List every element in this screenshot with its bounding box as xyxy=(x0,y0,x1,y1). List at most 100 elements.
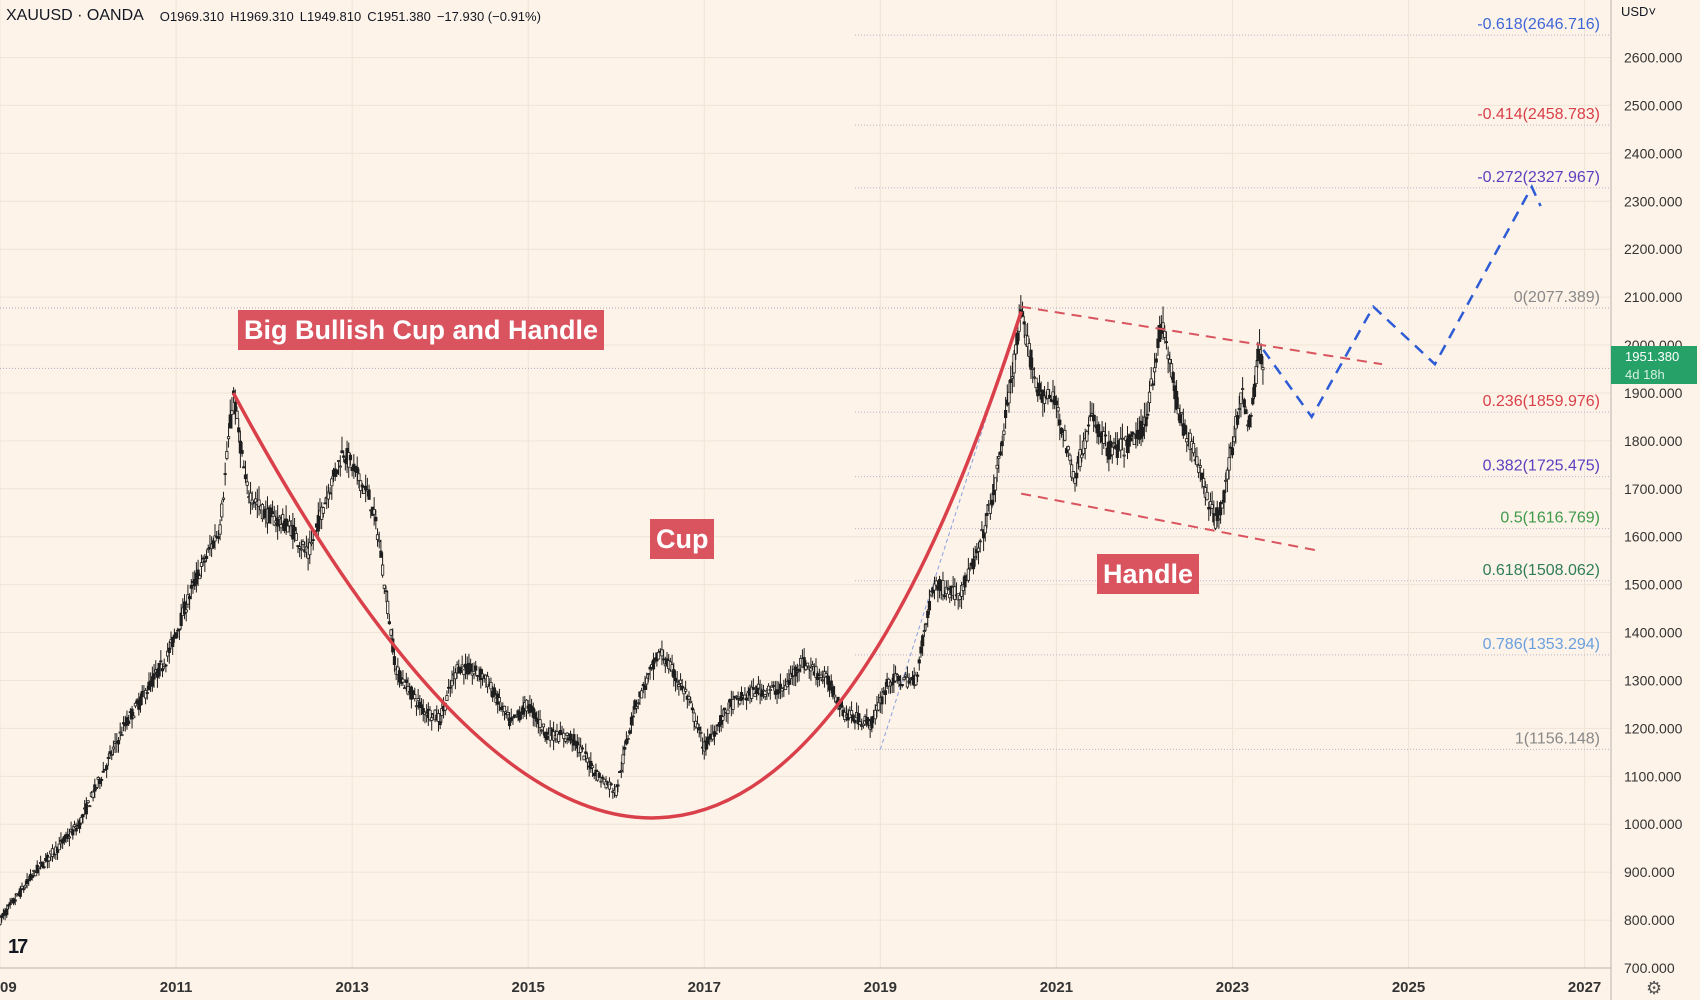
candle-body xyxy=(673,677,678,682)
y-tick-label: 1600.000 xyxy=(1624,529,1683,545)
candle-body xyxy=(286,525,290,533)
y-tick-label: 1100.000 xyxy=(1624,768,1682,784)
fib-level-label: 0.382(1725.475) xyxy=(1483,458,1600,475)
ohlc-close: C1951.380 xyxy=(367,8,431,24)
candle-body xyxy=(384,590,388,593)
candle-body xyxy=(1022,321,1026,325)
candle-body xyxy=(787,679,791,686)
candle-body xyxy=(309,541,314,545)
candle-body xyxy=(662,658,666,661)
candle-body xyxy=(1015,332,1020,345)
candle-body xyxy=(1205,491,1209,501)
candle-body xyxy=(607,781,612,790)
candle-body xyxy=(32,870,36,872)
fib-level-label: 1(1156.148) xyxy=(1515,730,1600,747)
candle-body xyxy=(699,731,703,734)
candle-body xyxy=(902,677,906,681)
x-tick-label: 2023 xyxy=(1216,979,1249,996)
candle-body xyxy=(211,540,215,548)
pattern-title-label[interactable]: Big Bullish Cup and Handle xyxy=(238,310,605,350)
candle-body xyxy=(5,908,9,916)
candle-body xyxy=(853,719,857,724)
symbol-name[interactable]: XAUUSD · OANDA xyxy=(6,7,144,24)
candle-body xyxy=(677,684,681,687)
candle-body xyxy=(1254,365,1258,384)
candle-body xyxy=(518,711,522,721)
candle-body xyxy=(196,569,200,576)
candle-body xyxy=(1163,330,1167,338)
candle-body xyxy=(406,686,410,695)
candle-body xyxy=(1073,477,1077,484)
y-tick-label: 1000.000 xyxy=(1624,816,1683,832)
candle-body xyxy=(174,632,178,639)
cup-label[interactable]: Cup xyxy=(650,519,715,559)
candle-body xyxy=(919,646,923,654)
candle-body xyxy=(375,534,380,541)
candle-body xyxy=(601,776,605,779)
candle-body xyxy=(565,732,569,736)
candle-body xyxy=(1232,436,1236,443)
candle-body xyxy=(342,455,346,458)
candle-body xyxy=(204,555,209,559)
candle-body xyxy=(1007,391,1011,404)
pattern-drawings[interactable] xyxy=(231,184,1542,820)
candle-body xyxy=(997,456,1001,459)
candle-body xyxy=(6,904,11,907)
candle-body xyxy=(756,683,761,689)
candle-body xyxy=(1219,502,1223,516)
candle-body xyxy=(1075,472,1079,479)
candle-body xyxy=(230,410,234,415)
fib-level-label: 0(2077.389) xyxy=(1514,289,1600,306)
candle-body xyxy=(308,542,312,556)
handle-label[interactable]: Handle xyxy=(1097,554,1200,594)
candle-body xyxy=(188,595,192,600)
candle-body xyxy=(177,628,182,631)
candle-body xyxy=(404,679,408,683)
x-tick-label: 2009 xyxy=(0,979,17,996)
y-tick-label: 2500.000 xyxy=(1624,97,1683,113)
currency-selector[interactable]: USD˅ xyxy=(1621,4,1657,19)
candle-body xyxy=(924,622,928,625)
candle-body xyxy=(738,700,742,705)
candle-body xyxy=(978,540,982,543)
candle-body xyxy=(292,526,297,532)
candle-body xyxy=(621,754,625,765)
candle-body xyxy=(413,694,417,700)
candle-body xyxy=(557,733,561,742)
ohlc-change: −17.930 (−0.91%) xyxy=(436,8,541,24)
candle-body xyxy=(1088,415,1092,418)
candle-body xyxy=(1147,391,1152,404)
candle-body xyxy=(1144,416,1148,427)
candle-body xyxy=(953,586,957,600)
candle-body xyxy=(514,715,518,718)
candle-body xyxy=(1146,413,1150,416)
candle-body xyxy=(55,847,60,853)
candle-body xyxy=(110,754,114,756)
candle-body xyxy=(629,716,634,726)
candle-body xyxy=(943,595,947,598)
candle-body xyxy=(966,568,970,581)
projection-path xyxy=(1262,184,1542,420)
candle-body xyxy=(450,680,454,687)
fibonacci-retracement[interactable]: -0.618(2646.716) -0.414(2458.783) -0.272(2… xyxy=(0,16,1611,750)
candle-body xyxy=(927,600,932,611)
candle-body xyxy=(218,524,222,535)
candle-body xyxy=(381,564,385,576)
candle-body xyxy=(660,649,664,657)
tradingview-logo-icon[interactable]: 17 xyxy=(8,936,28,958)
gear-icon[interactable]: ⚙ xyxy=(1646,978,1663,998)
candle-body xyxy=(1195,456,1199,466)
candle-body xyxy=(597,772,601,778)
candle-body xyxy=(1239,392,1243,405)
candle-body xyxy=(157,663,161,677)
candle-body xyxy=(257,499,261,507)
candle-body xyxy=(340,450,344,454)
candle-body xyxy=(833,694,837,698)
candle-body xyxy=(30,875,34,879)
candle-body xyxy=(684,688,688,692)
candle-body xyxy=(33,872,38,877)
candle-body xyxy=(42,866,46,869)
candle-body xyxy=(636,702,640,705)
candle-body xyxy=(849,710,854,716)
